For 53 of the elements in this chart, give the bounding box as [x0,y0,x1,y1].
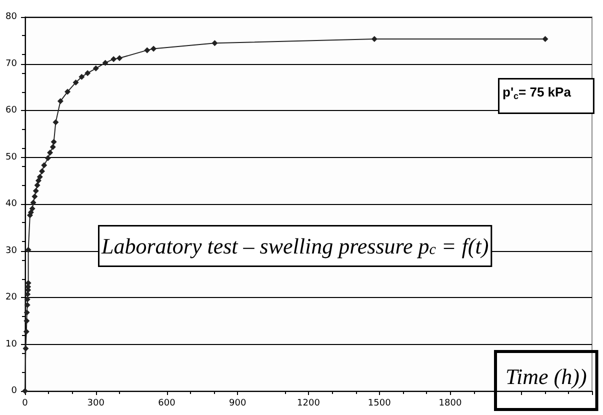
point [64,88,71,95]
point [32,194,38,200]
point [41,162,48,168]
point [24,291,31,298]
point [50,144,56,150]
point [23,328,30,335]
x-tick-label: 900 [229,398,246,408]
point [72,79,79,86]
point [32,188,39,194]
point [29,206,36,212]
y-tick-label: 60 [6,106,18,116]
point [144,47,150,54]
point [34,182,40,188]
x-tick-label: 1500 [368,398,392,408]
point [47,150,54,156]
y-tick-label: 50 [6,152,18,162]
point [542,36,548,42]
x-tick-label: 600 [158,398,176,408]
point [35,178,42,184]
x-axis-title: Time (h)) [506,364,587,389]
annotation: Laboratory test – swelling pressure pc = f(t) [100,234,489,258]
x-tick-label: 0 [22,398,28,408]
point [92,65,99,72]
point [102,60,108,66]
point [44,155,51,162]
point [84,70,91,76]
point [78,74,85,80]
point [24,309,30,316]
point [24,302,30,308]
point [52,119,59,126]
point [116,55,122,62]
point [24,296,30,302]
y-tick-label: 70 [6,58,18,69]
y-tick-label: 80 [6,12,18,22]
y-tick-label: 30 [6,246,18,256]
point [57,98,64,104]
point [50,138,57,145]
x-tick-label: 1800 [438,398,462,408]
y-tick-label: 20 [6,292,18,302]
point [24,318,30,324]
y-tick-label: 10 [6,339,18,350]
point [110,56,117,62]
x-tick-label: 1200 [297,398,320,408]
y-tick-label: 40 [6,199,18,209]
point [150,46,157,52]
point [36,174,43,180]
point [371,36,378,42]
point [30,200,36,206]
point [212,40,218,46]
point [25,246,32,253]
y-tick-label: 0 [11,386,18,396]
x-tick-label: 300 [87,398,105,408]
point [39,168,46,174]
